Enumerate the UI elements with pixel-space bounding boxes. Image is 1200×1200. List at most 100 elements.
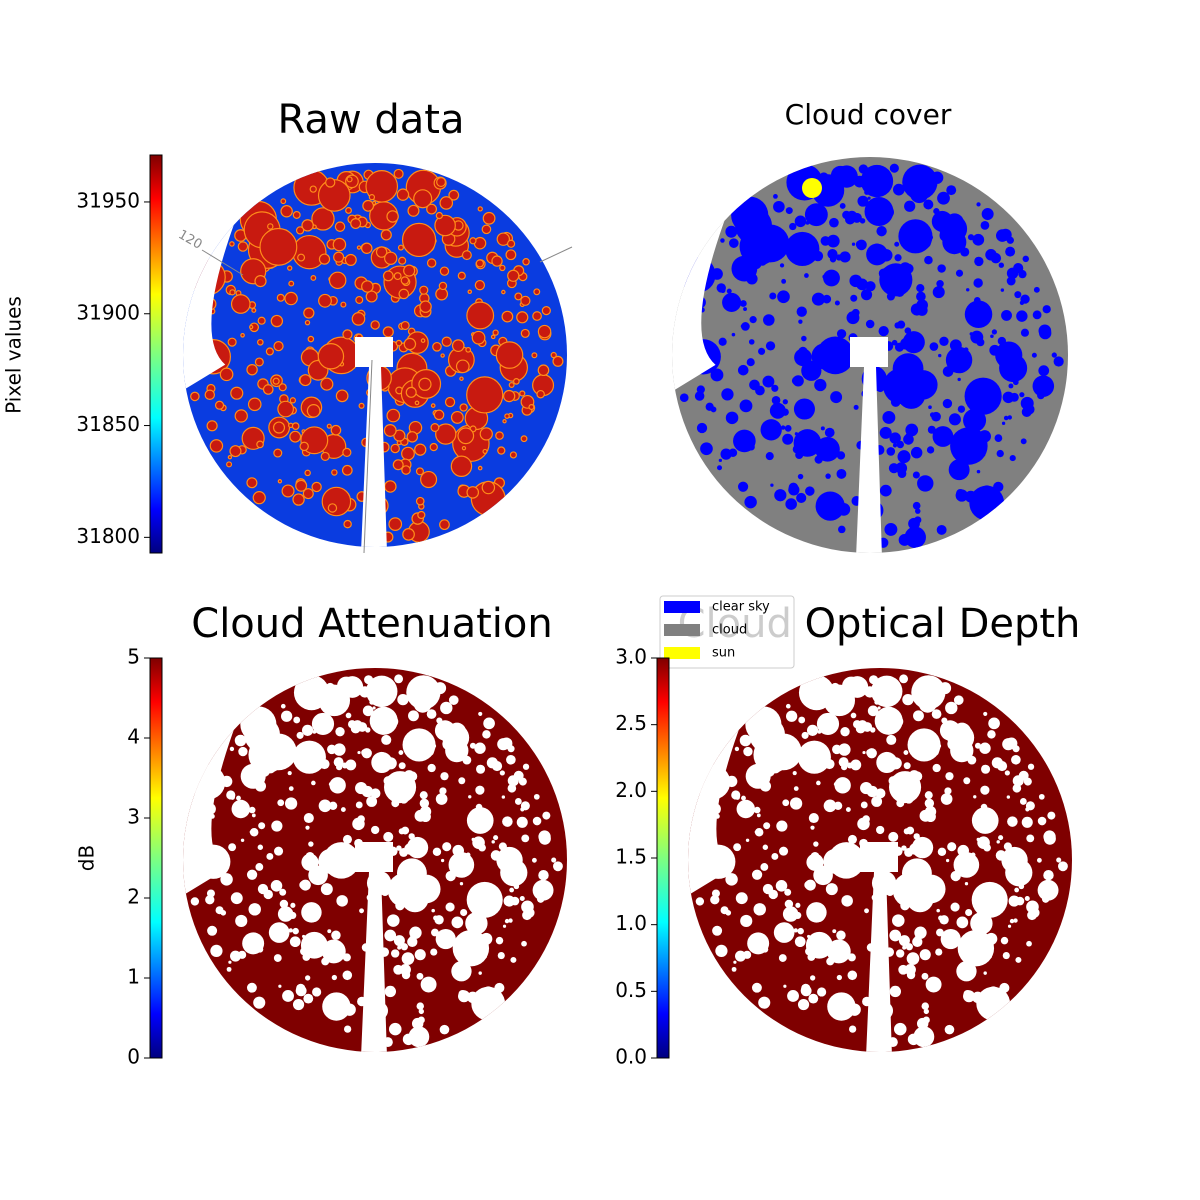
sky-blob: [946, 185, 957, 196]
sky-blob: [277, 479, 283, 484]
sky-blob: [798, 716, 806, 724]
sky-blob: [521, 834, 530, 843]
sky-blob: [229, 445, 242, 458]
sky-blob: [434, 214, 456, 237]
panel-title: Cloud cover: [785, 98, 952, 131]
sky-blob: [432, 341, 442, 352]
sky-blob: [300, 947, 309, 956]
sky-blob: [876, 225, 887, 237]
sky-blob: [542, 811, 551, 820]
sky-blob: [536, 389, 545, 399]
sky-blob: [1015, 956, 1022, 963]
sky-blob: [502, 419, 507, 424]
mask-cut: [355, 842, 393, 1052]
sky-blob: [311, 780, 316, 786]
sky-blob: [740, 324, 744, 328]
sky-blob: [481, 224, 492, 235]
sky-blob: [322, 992, 351, 1021]
sky-blob: [866, 785, 879, 798]
sky-blob: [771, 853, 779, 860]
sky-blob: [426, 203, 438, 215]
sky-blob: [953, 695, 964, 705]
sky-blob: [509, 887, 515, 893]
sky-blob: [893, 183, 905, 196]
sky-blob: [936, 928, 944, 937]
sky-blob: [972, 233, 985, 246]
sky-blob: [847, 970, 858, 981]
sky-blob: [741, 322, 750, 331]
sky-blob: [778, 883, 785, 890]
sky-blob: [417, 510, 426, 520]
sky-blob: [396, 845, 402, 851]
sky-blob: [1018, 883, 1025, 890]
sky-blob: [848, 1025, 857, 1033]
sky-blob: [923, 883, 936, 896]
sky-blob: [481, 480, 496, 495]
sky-blob: [520, 435, 528, 443]
sky-blob: [973, 795, 977, 799]
sky-blob: [205, 895, 215, 905]
sky-blob: [280, 198, 287, 205]
sky-blob: [257, 338, 264, 346]
sky-blob: [226, 966, 232, 972]
sky-blob: [852, 681, 858, 687]
sky-blob: [805, 947, 814, 956]
sky-blob: [451, 916, 464, 929]
sky-blob: [248, 806, 256, 814]
sky-blob: [900, 892, 908, 899]
sky-blob: [501, 289, 506, 295]
sky-blob: [289, 430, 302, 443]
sky-blob: [720, 448, 732, 460]
sky-blob: [1020, 438, 1027, 445]
sky-blob: [914, 516, 922, 524]
sky-blob: [471, 330, 486, 345]
sky-blob: [553, 861, 563, 872]
sky-blob: [1009, 454, 1016, 462]
sky-blob: [258, 822, 266, 830]
sky-blob: [921, 972, 929, 980]
sky-blob: [889, 270, 897, 278]
sky-blob: [272, 377, 280, 385]
sky-blob: [847, 834, 857, 844]
sky-blob: [785, 207, 793, 215]
sky-blob: [419, 285, 429, 295]
colorbar-label: Pixel values: [2, 296, 26, 414]
sky-blob: [911, 402, 916, 407]
sky-blob: [491, 761, 503, 772]
sky-blob: [312, 987, 322, 997]
sky-blob: [226, 461, 233, 468]
sky-blob: [802, 759, 810, 766]
sky-blob: [369, 699, 375, 705]
sky-blob: [932, 763, 941, 773]
sky-blob: [504, 918, 510, 924]
sky-blob: [227, 455, 233, 460]
sky-blob: [973, 278, 983, 288]
sky-blob: [810, 825, 815, 830]
guide-line: [539, 246, 573, 263]
sky-blob: [346, 176, 353, 183]
sky-blob: [248, 903, 261, 916]
sky-blob: [356, 245, 362, 250]
sky-blob: [879, 426, 892, 439]
sky-blob: [945, 772, 954, 781]
sky-blob: [1001, 309, 1012, 321]
sky-blob: [857, 817, 870, 831]
sky-blob: [778, 954, 787, 962]
sky-blob: [272, 421, 286, 434]
sky-blob: [340, 301, 347, 308]
sky-blob: [234, 409, 248, 423]
sky-blob: [392, 459, 404, 471]
sky-blob: [1028, 406, 1034, 412]
sky-blob: [748, 339, 755, 345]
sky-blob: [974, 256, 982, 265]
sky-blob: [782, 799, 790, 807]
sky-blob: [292, 234, 327, 270]
sky-blob: [307, 909, 320, 923]
sky-blob: [850, 680, 864, 693]
sky-blob: [359, 908, 364, 914]
sky-blob: [744, 495, 757, 509]
sky-blob: [967, 951, 971, 955]
sky-blob: [456, 865, 470, 878]
sky-blob: [1056, 857, 1062, 863]
sky-blob: [898, 219, 933, 254]
